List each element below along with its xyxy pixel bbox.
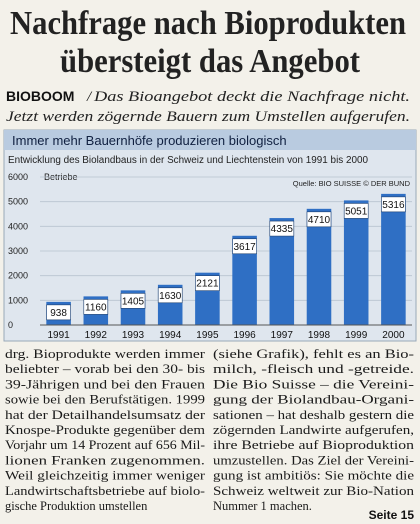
article-line: beliebter – vorab bei den 30- bis	[5, 362, 205, 376]
x-tick-label: 1997	[271, 330, 294, 341]
value-label-box	[381, 196, 406, 213]
x-tick-label: 1998	[308, 330, 331, 341]
y-tick-label: 2000	[8, 271, 28, 281]
article-line: 39-Jährigen und bei den Frauen	[5, 377, 206, 391]
x-tick-label: 1992	[85, 330, 108, 341]
chart-source: Quelle: BIO SUISSE © DER BUND	[293, 179, 411, 188]
y-tick-label: 3000	[8, 246, 28, 256]
article-line: hat der Detailhandelsumsatz der	[5, 408, 206, 422]
article-line: (siehe Grafik), fehlt es an Bio-	[213, 347, 414, 361]
article-line: lionen Franken zugenommen.	[5, 453, 205, 467]
value-label: 2121	[196, 279, 219, 290]
value-label: 4710	[308, 215, 331, 226]
article-line: Die Bio Suisse – die Vereini-	[213, 377, 414, 391]
article-line: Weil gleichzeitig immer weniger	[5, 469, 206, 483]
value-label-box	[120, 293, 146, 309]
y-tick-label: 0	[8, 320, 13, 330]
article-line: Schweiz weltweit zur Bio-Nation	[213, 484, 415, 498]
article-line: zögernden Landwirte aufgerufen,	[213, 423, 414, 437]
value-label: 5051	[345, 206, 368, 217]
value-label-box	[83, 299, 109, 315]
value-label-box	[157, 287, 183, 304]
kicker-separator: /	[86, 89, 93, 105]
bar	[381, 193, 406, 325]
value-label-box	[269, 220, 295, 237]
y-tick-label: 5000	[8, 197, 28, 207]
article-line: umzustellen. Das Ziel der Vereini-	[213, 453, 414, 467]
value-label: 4335	[271, 224, 294, 235]
x-tick-label: 1994	[159, 330, 182, 341]
value-label: 5316	[382, 200, 405, 211]
value-label: 938	[50, 308, 67, 319]
article-line: gung der Biolandbau-Organi-	[213, 393, 414, 407]
chart-title-bar	[4, 130, 416, 150]
value-label-box	[195, 275, 220, 291]
article-line: ihre Betriebe auf Bioproduktion	[213, 438, 415, 452]
article-line: milch, -fleisch und -getreide.	[213, 362, 414, 376]
y-tick-label: 4000	[8, 221, 28, 231]
x-tick-label: 1996	[233, 330, 256, 341]
value-label: 1405	[122, 296, 145, 307]
value-label-box	[306, 211, 332, 228]
x-tick-label: 1993	[122, 330, 145, 341]
y-tick-label: 1000	[8, 295, 28, 305]
article-line: gische Produktion umstellen	[5, 499, 148, 513]
article-line: Vorjahr um 14 Prozent auf 656 Mil-	[5, 438, 205, 452]
headline: Nachfrage nach Bioprodukten	[10, 5, 406, 42]
bar	[343, 200, 369, 325]
value-label-box	[343, 203, 369, 219]
value-label-box	[232, 238, 257, 255]
bar	[306, 208, 332, 325]
value-label: 3617	[233, 242, 256, 253]
x-tick-label: 1995	[196, 330, 219, 341]
page-reference: Seite 15	[369, 508, 415, 522]
article-line: gung ist ambitiös: Sie möchte die	[213, 469, 415, 483]
y-tick-label: 6000	[8, 172, 28, 182]
article-line: Knospe-Produkte gegenüber dem	[5, 423, 205, 437]
x-tick-label: 1991	[47, 330, 70, 341]
kicker-text: Jetzt werden zögernde Bauern zum Umstell…	[6, 109, 410, 125]
x-tick-label: 2000	[382, 330, 405, 341]
value-label-box	[46, 304, 71, 321]
article-line: Landwirtschaftsbetriebe auf biolo-	[5, 484, 205, 498]
value-label: 1160	[85, 302, 107, 313]
kicker-text: Das Bioangebot deckt die Nachfrage nicht…	[93, 89, 410, 105]
headline: übersteigt das Angebot	[60, 43, 361, 80]
kicker-label: BIOBOOM	[6, 88, 74, 104]
article-line: drg. Bioprodukte werden immer	[5, 347, 206, 361]
article-line: sationen – hat deshalb gestern die	[213, 408, 415, 422]
x-tick-label: 1999	[345, 330, 368, 341]
article-line: Nummer 1 machen.	[213, 499, 312, 513]
value-label: 1630	[159, 291, 182, 302]
chart-subtitle: Entwicklung des Biolandbaus in der Schwe…	[8, 155, 368, 166]
article-line: sowie bei den Berufstätigen. 1999	[5, 393, 205, 407]
chart-title: Immer mehr Bauernhöfe produzieren biolog…	[12, 133, 287, 148]
